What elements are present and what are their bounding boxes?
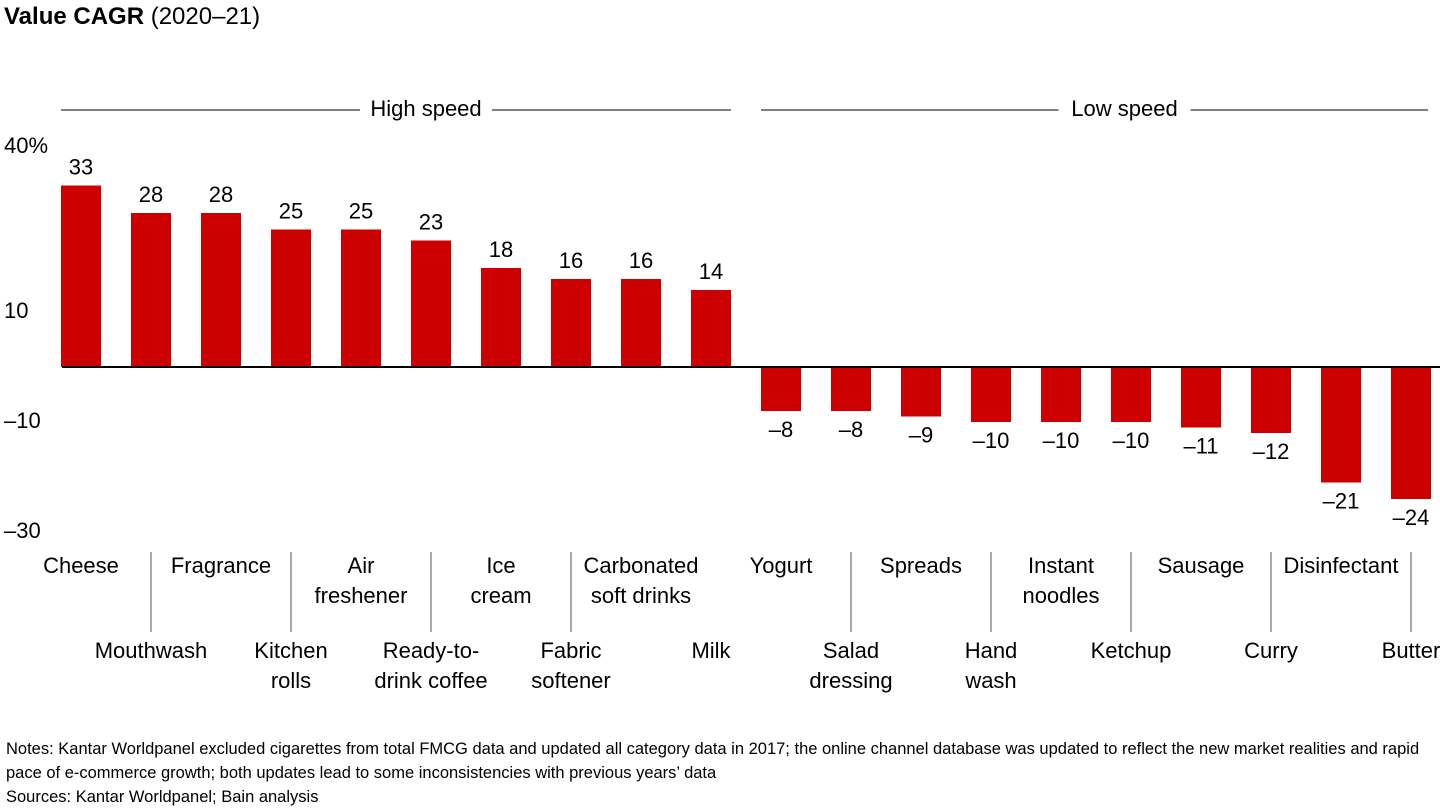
x-tick-label: Ketchup: [1090, 638, 1172, 663]
x-tick-label: Spreads: [880, 553, 962, 578]
value-label: –10: [1043, 428, 1080, 453]
x-tick-label: Kitchen rolls: [254, 638, 328, 693]
bar: [341, 229, 381, 367]
bar: [481, 268, 521, 367]
x-tick-label: Curry: [1244, 638, 1298, 663]
x-tick-label: Ready-to- drink coffee: [374, 638, 488, 693]
y-tick-label: –10: [4, 408, 41, 433]
group-label-bg: [360, 96, 492, 124]
bar: [271, 229, 311, 367]
bar: [411, 240, 451, 367]
value-label: –10: [1113, 428, 1150, 453]
x-tick-label: Instant noodles: [1022, 553, 1100, 608]
sources: Sources: Kantar Worldpanel; Bain analysi…: [6, 788, 319, 806]
x-tick-label: Hand wash: [964, 638, 1018, 693]
y-tick-label: 40%: [4, 133, 48, 158]
group-label: Low speed: [1071, 96, 1177, 121]
bar: [131, 213, 171, 367]
chart-title: Value CAGR: [4, 3, 144, 30]
x-tick-label: Cheese: [43, 553, 119, 578]
value-label: 28: [209, 182, 233, 207]
value-label: 25: [279, 198, 303, 223]
value-label: 25: [349, 198, 373, 223]
value-label: 16: [559, 248, 583, 273]
x-tick-label: Air freshener: [314, 553, 408, 608]
x-tick-label: Fragrance: [170, 553, 272, 578]
chart-title-group: Value CAGR (2020–21): [4, 3, 260, 30]
group-label: High speed: [370, 96, 481, 121]
bar: [621, 279, 661, 367]
bar: [1181, 367, 1221, 428]
bar: [901, 367, 941, 417]
bar: [971, 367, 1011, 422]
group-label-bg: [1058, 96, 1191, 124]
bar: [831, 367, 871, 411]
notes: Notes: Kantar Worldpanel excluded cigare…: [6, 740, 1420, 782]
x-tick-label: Carbonated soft drinks: [583, 553, 699, 608]
bar: [691, 290, 731, 367]
value-label: –10: [973, 428, 1010, 453]
value-label: –24: [1393, 505, 1430, 530]
chart-subtitle: (2020–21): [151, 3, 260, 30]
value-label: 23: [419, 209, 443, 234]
x-tick-label: Milk: [691, 638, 731, 663]
bar: [1391, 367, 1431, 499]
x-tick-label: Fabric softener: [531, 638, 611, 693]
value-label: 14: [699, 259, 723, 284]
x-tick-label: Sausage: [1157, 553, 1245, 578]
x-tick-label: Disinfectant: [1283, 553, 1399, 578]
bar: [201, 213, 241, 367]
y-tick-label: –30: [4, 518, 41, 543]
x-tick-label: Ice cream: [470, 553, 532, 608]
value-label: –11: [1183, 433, 1218, 458]
value-label: –8: [839, 417, 863, 442]
value-label: 33: [69, 154, 93, 179]
value-label: 18: [489, 237, 513, 262]
bar: [1251, 367, 1291, 433]
x-tick-label: Yogurt: [749, 553, 813, 578]
bar: [761, 367, 801, 411]
bar: [1321, 367, 1361, 483]
value-label: –9: [909, 422, 933, 447]
bar: [61, 185, 101, 367]
value-label: 16: [629, 248, 653, 273]
value-label: –12: [1253, 439, 1290, 464]
x-tick-label: Butter: [1381, 638, 1440, 663]
bar: [1111, 367, 1151, 422]
y-tick-label: 10: [4, 298, 28, 323]
value-label: 28: [139, 182, 163, 207]
x-tick-label: Salad dressing: [809, 638, 893, 693]
value-label: –8: [769, 417, 793, 442]
bar: [551, 279, 591, 367]
value-label: –21: [1323, 488, 1360, 513]
bar: [1041, 367, 1081, 422]
x-tick-label: Mouthwash: [94, 638, 208, 663]
